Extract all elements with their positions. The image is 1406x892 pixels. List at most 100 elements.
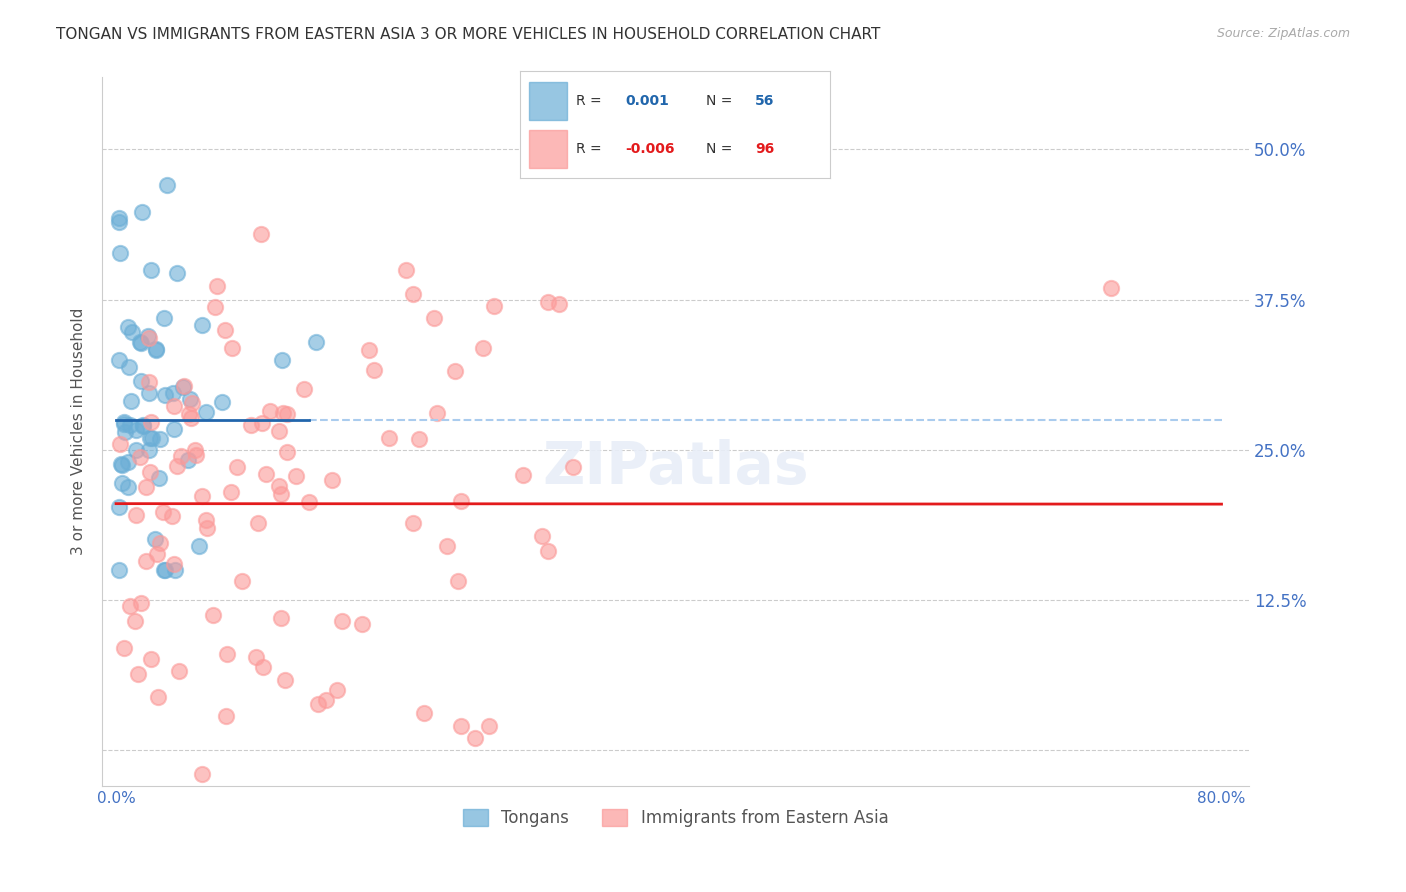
Point [129,596,152,610]
Point [145,343,167,357]
Text: TONGAN VS IMMIGRANTS FROM EASTERN ASIA 3 OR MORE VEHICLES IN HOUSEHOLD CORRELATI: TONGAN VS IMMIGRANTS FROM EASTERN ASIA 3… [56,27,880,42]
Point [412,706,434,721]
Point [108,245,131,260]
Point [152,310,174,325]
Point [357,343,380,358]
Point [276,445,298,459]
Point [124,615,146,629]
Point [321,473,343,487]
Point [214,323,236,337]
Point [107,214,129,228]
Point [537,295,560,310]
Text: Source: ZipAtlas.com: Source: ZipAtlas.com [1216,27,1350,40]
Text: 56: 56 [755,95,775,108]
Point [1099,280,1122,294]
Point [112,417,135,431]
Point [195,513,218,527]
Point [136,329,159,343]
Point [274,673,297,687]
Point [139,466,162,480]
Point [201,608,224,623]
Point [250,227,273,241]
Point [548,297,571,311]
Point [231,574,253,588]
Point [108,436,131,450]
Point [111,458,134,472]
Point [114,425,136,439]
Text: 96: 96 [755,143,775,156]
Point [191,766,214,780]
Point [145,342,167,356]
Point [132,418,155,433]
Point [163,422,186,436]
Point [181,395,204,409]
Point [148,690,170,704]
Point [482,299,505,313]
Point [307,697,329,711]
Point [221,341,243,355]
Point [195,521,218,535]
Point [110,457,132,471]
Point [464,731,486,745]
Point [426,406,449,420]
Point [152,505,174,519]
Bar [530,130,567,168]
Y-axis label: 3 or more Vehicles in Household: 3 or more Vehicles in Household [72,308,86,556]
Point [269,424,291,438]
Point [436,539,458,553]
Point [177,453,200,467]
Point [117,319,139,334]
Point [129,374,152,388]
Point [478,719,501,733]
Point [270,487,292,501]
Point [187,540,209,554]
Point [121,325,143,339]
Point [402,286,425,301]
Point [149,536,172,550]
Point [139,262,162,277]
Point [107,211,129,226]
Point [107,563,129,577]
Point [450,719,472,733]
Point [285,469,308,483]
Point [194,405,217,419]
Point [120,394,142,409]
Point [128,450,150,465]
Text: R =: R = [576,95,602,108]
Point [160,508,183,523]
Point [163,399,186,413]
Point [443,364,465,378]
Point [298,495,321,509]
Point [146,548,169,562]
Point [184,442,207,457]
Text: R =: R = [576,143,602,156]
Point [215,647,238,661]
Point [219,484,242,499]
Point [305,335,328,350]
Point [270,611,292,625]
Point [132,419,155,434]
Point [108,353,131,368]
Point [138,443,160,458]
Point [162,386,184,401]
Point [138,330,160,344]
Point [127,667,149,681]
Point [118,599,141,614]
Point [408,433,430,447]
Text: -0.006: -0.006 [626,143,675,156]
Point [153,563,176,577]
Point [250,416,273,430]
Point [204,300,226,314]
Point [141,652,163,666]
Point [512,467,534,482]
Point [143,532,166,546]
Point [225,460,247,475]
Point [153,563,176,577]
Point [377,431,399,445]
Point [247,516,270,530]
Point [129,335,152,350]
Point [128,334,150,349]
Point [423,310,446,325]
Point [191,318,214,332]
Point [252,660,274,674]
